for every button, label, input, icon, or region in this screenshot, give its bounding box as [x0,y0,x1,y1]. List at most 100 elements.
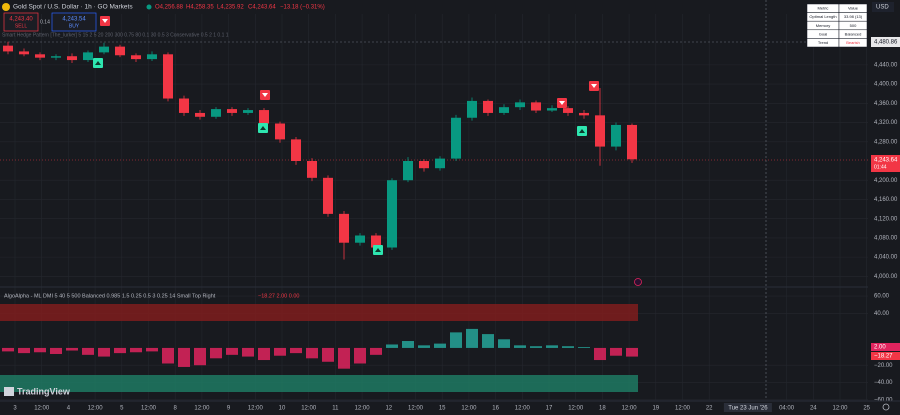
histogram-bar [258,347,270,361]
candle-body [19,51,29,55]
histogram-bar [594,347,606,361]
histogram-bar [354,347,366,364]
histogram-bar [50,347,62,354]
osc-upper: 2.00 [874,345,886,351]
candle-body [627,124,637,160]
histogram-bar [162,347,174,364]
histogram-bar [562,346,574,348]
time-label: 12 [385,406,392,412]
spread: 0.14 [40,19,50,25]
histogram-bar [178,347,190,367]
candle-body [403,161,413,181]
candle-body [291,139,301,161]
candle-body [595,115,605,147]
candle-body [243,110,253,113]
brand: TradingView [17,386,71,396]
candle-body [179,98,189,113]
settings[interactable] [882,403,890,411]
histogram-bar [610,347,622,356]
table-text: Trend [818,40,828,45]
y-tick-label: 4,320.00 [874,120,898,126]
histogram-bar [130,347,142,353]
candle-body [3,45,13,52]
candle-body [275,123,285,140]
table-text: Balanced [845,31,862,36]
sell-label: SELL [15,23,27,29]
histogram-bar [498,339,510,348]
candle-body [579,112,589,116]
upper-band [0,304,638,321]
histogram-bar [98,347,110,357]
osc-lower: −18.27 [874,354,893,360]
alert-icon[interactable] [634,278,642,286]
time-label: 4 [67,406,71,412]
histogram-bar [626,347,638,357]
candle-body [147,54,157,60]
current-price: 4,243.64 [874,158,898,164]
y-tick-label: 4,280.00 [874,139,898,145]
table-text: Memory [816,23,830,28]
candle-body [83,52,93,61]
table-text: 33.98 (13) [844,14,863,19]
buy-label: BUY [69,23,80,29]
histogram-bar [514,345,526,348]
table-text: Metric [818,6,829,11]
histogram-bar [82,347,94,355]
time-label: 22 [706,406,713,412]
sell-price: 4,243.40 [9,17,33,23]
current-price-box [871,155,900,172]
candle-body [339,213,349,243]
histogram-bar [578,347,590,348]
histogram-bar [210,347,222,359]
time-label: 8 [174,406,178,412]
time-label: 9 [227,406,231,412]
buy-button[interactable] [51,12,97,32]
time-label: 12:00 [515,406,531,412]
y-tick-label: 4,200.00 [874,178,898,184]
time-label: 15 [439,406,446,412]
lower-band [0,375,638,392]
candle-body [323,177,333,214]
y-tick-label: −20.00 [874,363,893,369]
candle-body [483,100,493,113]
change: −13.18 (−0.31%) [280,5,325,11]
histogram-bar [546,345,558,348]
signals [93,16,642,286]
osc-upper-box [871,343,900,351]
histogram-bar [242,347,254,357]
y-tick-label: 4,440.00 [874,62,898,68]
histogram-bar [466,328,478,348]
market-status [146,4,152,10]
time-axis: 3 12:00 4 12:00 5 12:00 8 12:00 9 12:00 10 12:00 11 1… [13,403,871,412]
histogram-bar [274,347,286,356]
candle-body [195,112,205,117]
histogram-bar [418,345,430,348]
table-text: Goal [819,31,828,36]
candle-body [307,161,317,178]
y-tick-label: 4,000.00 [874,274,898,280]
histogram-bar [194,347,206,366]
histogram-bar [450,332,462,348]
countdown: 01:44 [874,164,887,170]
time-label: 12:00 [568,406,584,412]
histogram-bar [530,346,542,348]
time-label: 04:00 [779,406,795,412]
open: O4,256.88 [155,5,184,11]
time-label: 12:00 [355,406,371,412]
indicator-1: Smart Hedge Pattern [The_lurker] 5 15 2 … [2,32,229,38]
time-label: 12:00 [408,406,424,412]
table-cell [838,38,868,48]
sell-button[interactable] [3,12,39,32]
histogram-bar [322,347,334,362]
time-label: 19 [652,406,659,412]
candle-body [115,46,125,56]
candle-body [467,100,477,118]
histogram-bar [34,347,46,353]
candle-body [515,102,525,108]
marks [2,41,638,369]
histogram-bar [338,347,350,369]
time-label: 10 [279,406,286,412]
time-label: 12:00 [34,406,50,412]
